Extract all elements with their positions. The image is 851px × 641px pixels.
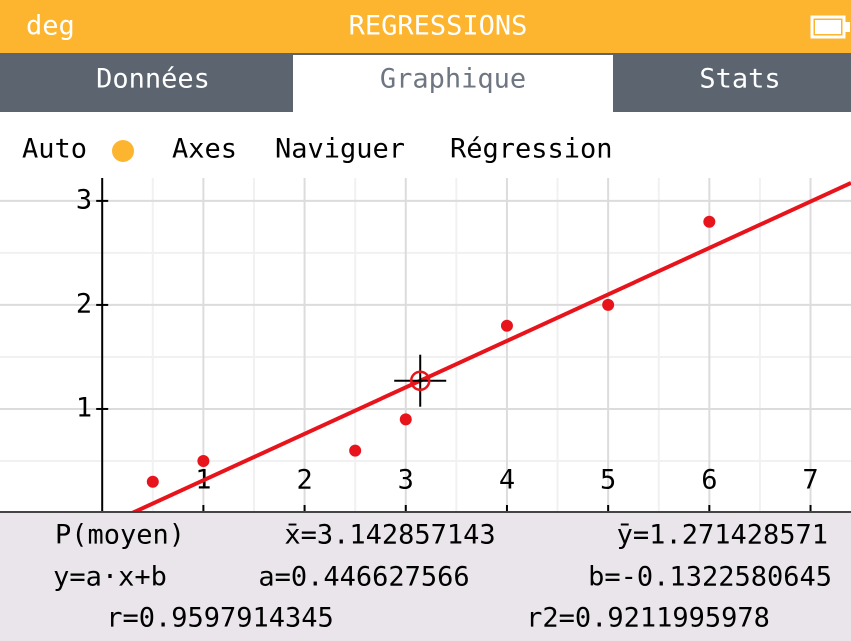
selected-tab — [293, 55, 613, 112]
stat: P(moyen) — [55, 520, 185, 551]
data-point — [602, 298, 615, 311]
stat: a=0.446627566 — [258, 562, 469, 593]
x-tick-label: 4 — [499, 465, 515, 496]
auto-indicator — [112, 140, 134, 162]
data-point — [197, 454, 210, 467]
stat: r=0.9597914345 — [106, 603, 334, 634]
mean-point — [409, 370, 431, 391]
tab[interactable]: Données — [96, 64, 210, 95]
x-tick-label: 3 — [398, 465, 414, 496]
stat: ȳ=1.271428571 — [617, 520, 828, 551]
navigate-button[interactable]: Naviguer — [275, 134, 405, 165]
x-tick-label: 6 — [701, 465, 717, 496]
x-tick-label: 2 — [296, 465, 312, 496]
stat: x̄=3.142857143 — [284, 520, 495, 551]
auto-button[interactable]: Auto — [22, 134, 87, 165]
angle-mode: deg — [26, 11, 75, 42]
tab[interactable]: Graphique — [380, 64, 526, 95]
x-tick-label: 5 — [600, 465, 616, 496]
data-point — [146, 475, 159, 488]
data-point — [500, 319, 513, 332]
data-point — [399, 413, 412, 426]
stat: b=-0.1322580645 — [588, 562, 832, 593]
y-tick-label: 2 — [76, 288, 92, 319]
x-tick-label: 7 — [802, 465, 818, 496]
stat: y=a·x+b — [53, 562, 167, 593]
regression-button[interactable]: Régression — [450, 134, 613, 165]
app-title: REGRESSIONS — [349, 11, 528, 42]
data-point — [703, 215, 716, 228]
tab[interactable]: Stats — [699, 64, 780, 95]
plot-area: 1234567123 — [0, 178, 851, 513]
y-tick-label: 1 — [76, 392, 92, 423]
battery-icon — [810, 15, 850, 39]
data-point — [349, 444, 362, 457]
stat: r2=0.9211995978 — [526, 603, 770, 634]
stats-panel — [0, 512, 851, 641]
axes-button[interactable]: Axes — [172, 134, 237, 165]
header-bar — [0, 0, 851, 53]
regression-line — [127, 181, 851, 513]
y-tick-label: 3 — [76, 184, 92, 215]
